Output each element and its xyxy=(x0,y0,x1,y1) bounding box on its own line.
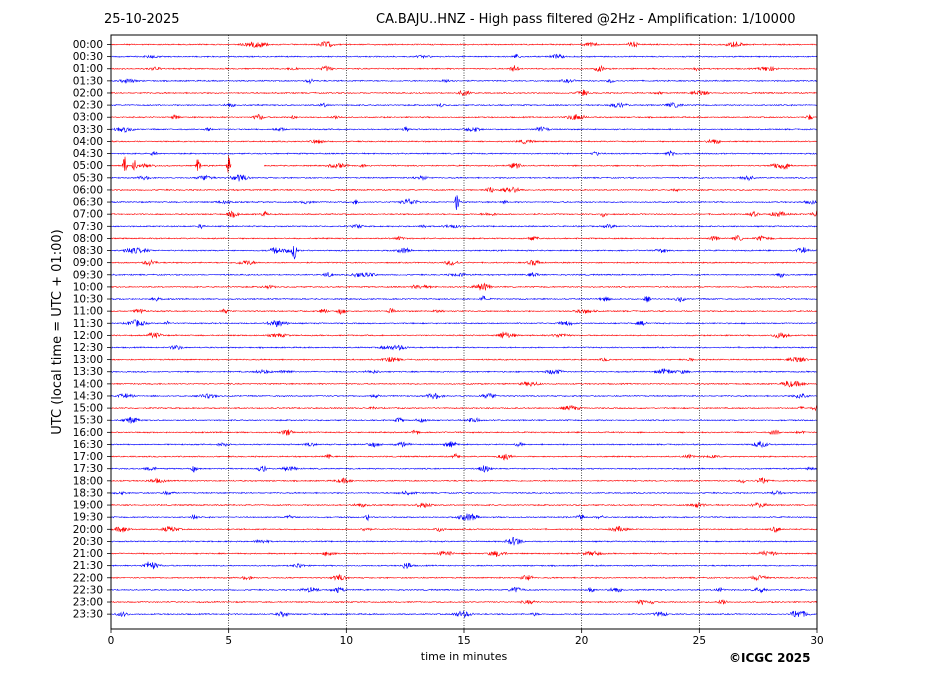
y-tick-label: 13:30 xyxy=(73,366,103,378)
trace-1700 xyxy=(110,452,818,461)
trace-1300 xyxy=(110,356,818,363)
trace-1330 xyxy=(110,368,818,375)
y-tick-label: 06:30 xyxy=(73,197,103,209)
y-tick-label: 07:00 xyxy=(73,209,103,221)
y-tick-label: 04:30 xyxy=(73,148,103,160)
y-tick-label: 16:00 xyxy=(73,427,103,439)
y-tick-label: 02:30 xyxy=(73,100,103,112)
trace-1230 xyxy=(111,344,818,351)
y-tick-label: 03:00 xyxy=(73,112,103,124)
y-tick-label: 13:00 xyxy=(73,354,103,366)
trace-2100 xyxy=(110,550,818,558)
trace-1030 xyxy=(110,295,818,303)
y-tick-label: 15:00 xyxy=(73,403,103,415)
y-tick-label: 23:00 xyxy=(73,597,103,609)
x-tick-label: 10 xyxy=(340,635,353,647)
y-tick-label: 09:00 xyxy=(73,257,103,269)
y-tick-label: 21:00 xyxy=(73,548,103,560)
x-axis-label: time in minutes xyxy=(421,650,508,663)
y-tick-label: 15:30 xyxy=(73,415,103,427)
y-tick-label: 09:30 xyxy=(73,269,103,281)
trace-0030 xyxy=(110,53,818,59)
y-tick-label: 17:30 xyxy=(73,463,103,475)
y-axis-ticks: 00:0000:3001:0001:3002:0002:3003:0003:30… xyxy=(73,39,111,621)
y-tick-label: 21:30 xyxy=(73,560,103,572)
y-tick-label: 03:30 xyxy=(73,124,103,136)
x-tick-label: 30 xyxy=(810,635,823,647)
trace-0400 xyxy=(110,138,818,145)
trace-0730 xyxy=(110,223,818,230)
y-tick-label: 18:30 xyxy=(73,487,103,499)
trace-1000 xyxy=(110,282,818,291)
trace-2000 xyxy=(110,525,818,533)
y-tick-label: 05:30 xyxy=(73,172,103,184)
trace-1930 xyxy=(110,513,818,522)
y-tick-label: 06:00 xyxy=(73,184,103,196)
x-axis-ticks: 0 5 10 15 20 25 30 xyxy=(108,629,824,647)
y-tick-label: 23:30 xyxy=(73,609,103,621)
y-tick-label: 19:00 xyxy=(73,500,103,512)
y-tick-label: 07:30 xyxy=(73,221,103,233)
y-tick-label: 18:00 xyxy=(73,475,103,487)
y-tick-label: 11:00 xyxy=(73,306,103,318)
y-tick-label: 10:30 xyxy=(73,294,103,306)
x-tick-label: 0 xyxy=(108,635,115,647)
y-tick-label: 05:00 xyxy=(73,160,103,172)
y-tick-label: 11:30 xyxy=(73,318,103,330)
plot-date: 25-10-2025 xyxy=(104,12,180,27)
grid-lines xyxy=(228,35,700,629)
x-tick-label: 20 xyxy=(575,635,588,647)
y-tick-label: 00:00 xyxy=(73,39,103,51)
y-tick-label: 12:00 xyxy=(73,330,103,342)
y-tick-label: 14:00 xyxy=(73,378,103,390)
trace-0700 xyxy=(110,210,818,218)
x-tick-label: 15 xyxy=(457,635,470,647)
y-tick-label: 14:30 xyxy=(73,390,103,402)
trace-0500 xyxy=(110,155,818,173)
plot-frame xyxy=(110,34,818,630)
y-tick-label: 04:00 xyxy=(73,136,103,148)
x-tick-label: 25 xyxy=(693,635,706,647)
y-tick-label: 22:30 xyxy=(73,584,103,596)
trace-2300 xyxy=(110,599,818,606)
trace-0000 xyxy=(110,40,818,48)
trace-0330 xyxy=(110,126,818,133)
trace-0930 xyxy=(110,271,817,278)
y-tick-label: 12:30 xyxy=(73,342,103,354)
trace-0300 xyxy=(110,113,818,120)
y-tick-label: 19:30 xyxy=(73,512,103,524)
trace-1730 xyxy=(110,465,818,473)
trace-1630 xyxy=(110,440,817,449)
y-tick-label: 20:00 xyxy=(73,524,103,536)
y-axis-label: UTC (local time = UTC + 01:00) xyxy=(50,229,65,434)
trace-2030 xyxy=(110,536,818,546)
trace-2330 xyxy=(110,610,818,618)
x-tick-label: 5 xyxy=(225,635,232,647)
y-tick-label: 08:00 xyxy=(73,233,103,245)
plot-title: CA.BAJU..HNZ - High pass filtered @2Hz -… xyxy=(376,12,796,27)
trace-1400 xyxy=(110,380,818,388)
y-tick-label: 02:00 xyxy=(73,87,103,99)
copyright-notice: ©ICGC 2025 xyxy=(729,651,811,665)
y-tick-label: 16:30 xyxy=(73,439,103,451)
y-tick-label: 22:00 xyxy=(73,572,103,584)
y-tick-label: 08:30 xyxy=(73,245,103,257)
y-tick-label: 01:30 xyxy=(73,75,103,87)
y-tick-label: 17:00 xyxy=(73,451,103,463)
y-tick-label: 00:30 xyxy=(73,51,103,63)
y-tick-label: 10:00 xyxy=(73,281,103,293)
y-tick-label: 01:00 xyxy=(73,63,103,75)
y-tick-label: 20:30 xyxy=(73,536,103,548)
trace-0100 xyxy=(111,64,818,72)
trace-0430 xyxy=(110,150,818,157)
